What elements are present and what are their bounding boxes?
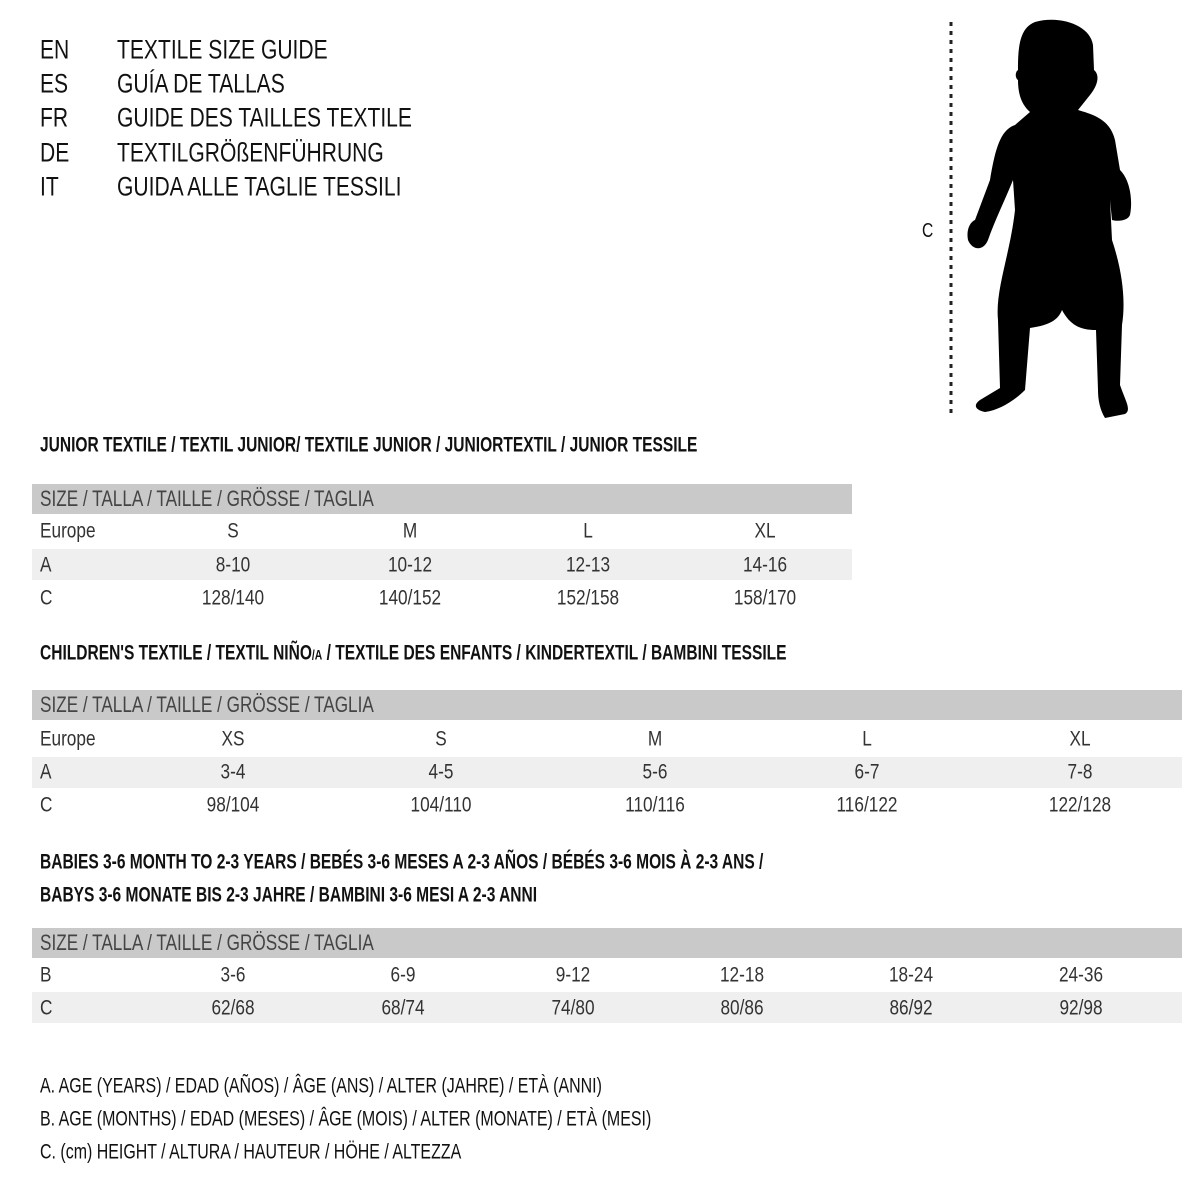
table-cell: 10-12 xyxy=(387,553,433,577)
table-cell: 7-8 xyxy=(1067,760,1093,784)
table-cell: 24-36 xyxy=(1058,963,1104,987)
table-cell: 8-10 xyxy=(215,553,251,577)
junior-table-header: SIZE / TALLA / TAILLE / GRÖSSE / TAGLIA xyxy=(32,484,852,514)
table-cell: XL xyxy=(1069,727,1091,751)
children-title-part: CHILDREN'S TEXTILE / TEXTIL NIÑO xyxy=(40,641,312,665)
table-cell: M xyxy=(402,519,418,543)
table-cell: 116/122 xyxy=(836,793,898,817)
child-silhouette xyxy=(967,19,1132,419)
lang-code: DE xyxy=(40,137,70,168)
babies-section-title-line2: BABYS 3-6 MONATE BIS 2-3 JAHRE / BAMBINI… xyxy=(40,883,538,907)
table-cell: 74/80 xyxy=(551,996,595,1020)
table-cell: S xyxy=(227,519,239,543)
size-header-label: SIZE / TALLA / TAILLE / GRÖSSE / TAGLIA xyxy=(40,692,374,717)
table-cell: L xyxy=(583,519,593,543)
row-label: C xyxy=(40,586,53,610)
height-measure-label: C xyxy=(922,220,934,242)
table-cell: 68/74 xyxy=(381,996,425,1020)
table-cell: 6-7 xyxy=(854,760,880,784)
row-label: Europe xyxy=(40,519,96,543)
lang-title: TEXTILGRÖßENFÜHRUNG xyxy=(117,137,384,168)
table-cell: 12-18 xyxy=(719,963,765,987)
size-header-label: SIZE / TALLA / TAILLE / GRÖSSE / TAGLIA xyxy=(40,486,374,511)
table-cell: 12-13 xyxy=(565,553,611,577)
lang-title: GUIDE DES TAILLES TEXTILE xyxy=(117,102,412,133)
children-title-part: / TEXTILE DES ENFANTS / KINDERTEXTIL / B… xyxy=(322,641,787,665)
junior-section-title: JUNIOR TEXTILE / TEXTIL JUNIOR/ TEXTILE … xyxy=(40,433,698,457)
lang-code: EN xyxy=(40,34,70,65)
table-cell: L xyxy=(862,727,872,751)
babies-section-title-line1: BABIES 3-6 MONTH TO 2-3 YEARS / BEBÉS 3-… xyxy=(40,850,764,874)
legend-b: B. AGE (MONTHS) / EDAD (MESES) / ÂGE (MO… xyxy=(40,1107,652,1131)
lang-code: FR xyxy=(40,102,69,133)
lang-title: GUIDA ALLE TAGLIE TESSILI xyxy=(117,171,402,202)
row-label: A xyxy=(40,553,52,577)
row-label: A xyxy=(40,760,52,784)
table-cell: XS xyxy=(221,727,245,751)
table-cell: 6-9 xyxy=(390,963,416,987)
table-cell: 62/68 xyxy=(211,996,255,1020)
child-silhouette-icon xyxy=(949,19,1132,419)
table-cell: 86/92 xyxy=(889,996,933,1020)
size-header-label: SIZE / TALLA / TAILLE / GRÖSSE / TAGLIA xyxy=(40,930,374,955)
children-table-header: SIZE / TALLA / TAILLE / GRÖSSE / TAGLIA xyxy=(32,690,1182,720)
table-cell: 152/158 xyxy=(556,586,620,610)
table-cell: M xyxy=(647,727,663,751)
row-label: B xyxy=(40,963,52,987)
table-cell: S xyxy=(435,727,447,751)
table-cell: 104/110 xyxy=(410,793,472,817)
legend-a: A. AGE (YEARS) / EDAD (AÑOS) / ÂGE (ANS)… xyxy=(40,1074,602,1098)
table-cell: 4-5 xyxy=(428,760,454,784)
row-stripe xyxy=(32,757,1182,788)
table-cell: 3-4 xyxy=(220,760,246,784)
row-label: C xyxy=(40,996,53,1020)
table-cell: 98/104 xyxy=(206,793,260,817)
table-cell: 3-6 xyxy=(220,963,246,987)
table-cell: 18-24 xyxy=(888,963,934,987)
lang-title: GUÍA DE TALLAS xyxy=(117,68,285,99)
row-label: Europe xyxy=(40,727,96,751)
row-label: C xyxy=(40,793,53,817)
lang-code: IT xyxy=(40,171,59,202)
table-cell: 140/152 xyxy=(378,586,442,610)
table-cell: 92/98 xyxy=(1059,996,1103,1020)
table-cell: 80/86 xyxy=(720,996,764,1020)
lang-code: ES xyxy=(40,68,69,99)
table-cell: 158/170 xyxy=(733,586,797,610)
table-cell: 110/116 xyxy=(625,793,685,817)
table-cell: 128/140 xyxy=(201,586,265,610)
table-cell: 122/128 xyxy=(1048,793,1112,817)
children-title-sub: /A xyxy=(311,646,323,663)
row-stripe xyxy=(32,992,1182,1023)
table-cell: 5-6 xyxy=(642,760,668,784)
table-cell: 14-16 xyxy=(742,553,788,577)
lang-title: TEXTILE SIZE GUIDE xyxy=(117,34,328,65)
babies-table-header: SIZE / TALLA / TAILLE / GRÖSSE / TAGLIA xyxy=(32,928,1182,958)
legend-c: C. (cm) HEIGHT / ALTURA / HAUTEUR / HÖHE… xyxy=(40,1140,462,1164)
table-cell: XL xyxy=(754,519,776,543)
row-stripe xyxy=(32,549,852,580)
table-cell: 9-12 xyxy=(555,963,591,987)
